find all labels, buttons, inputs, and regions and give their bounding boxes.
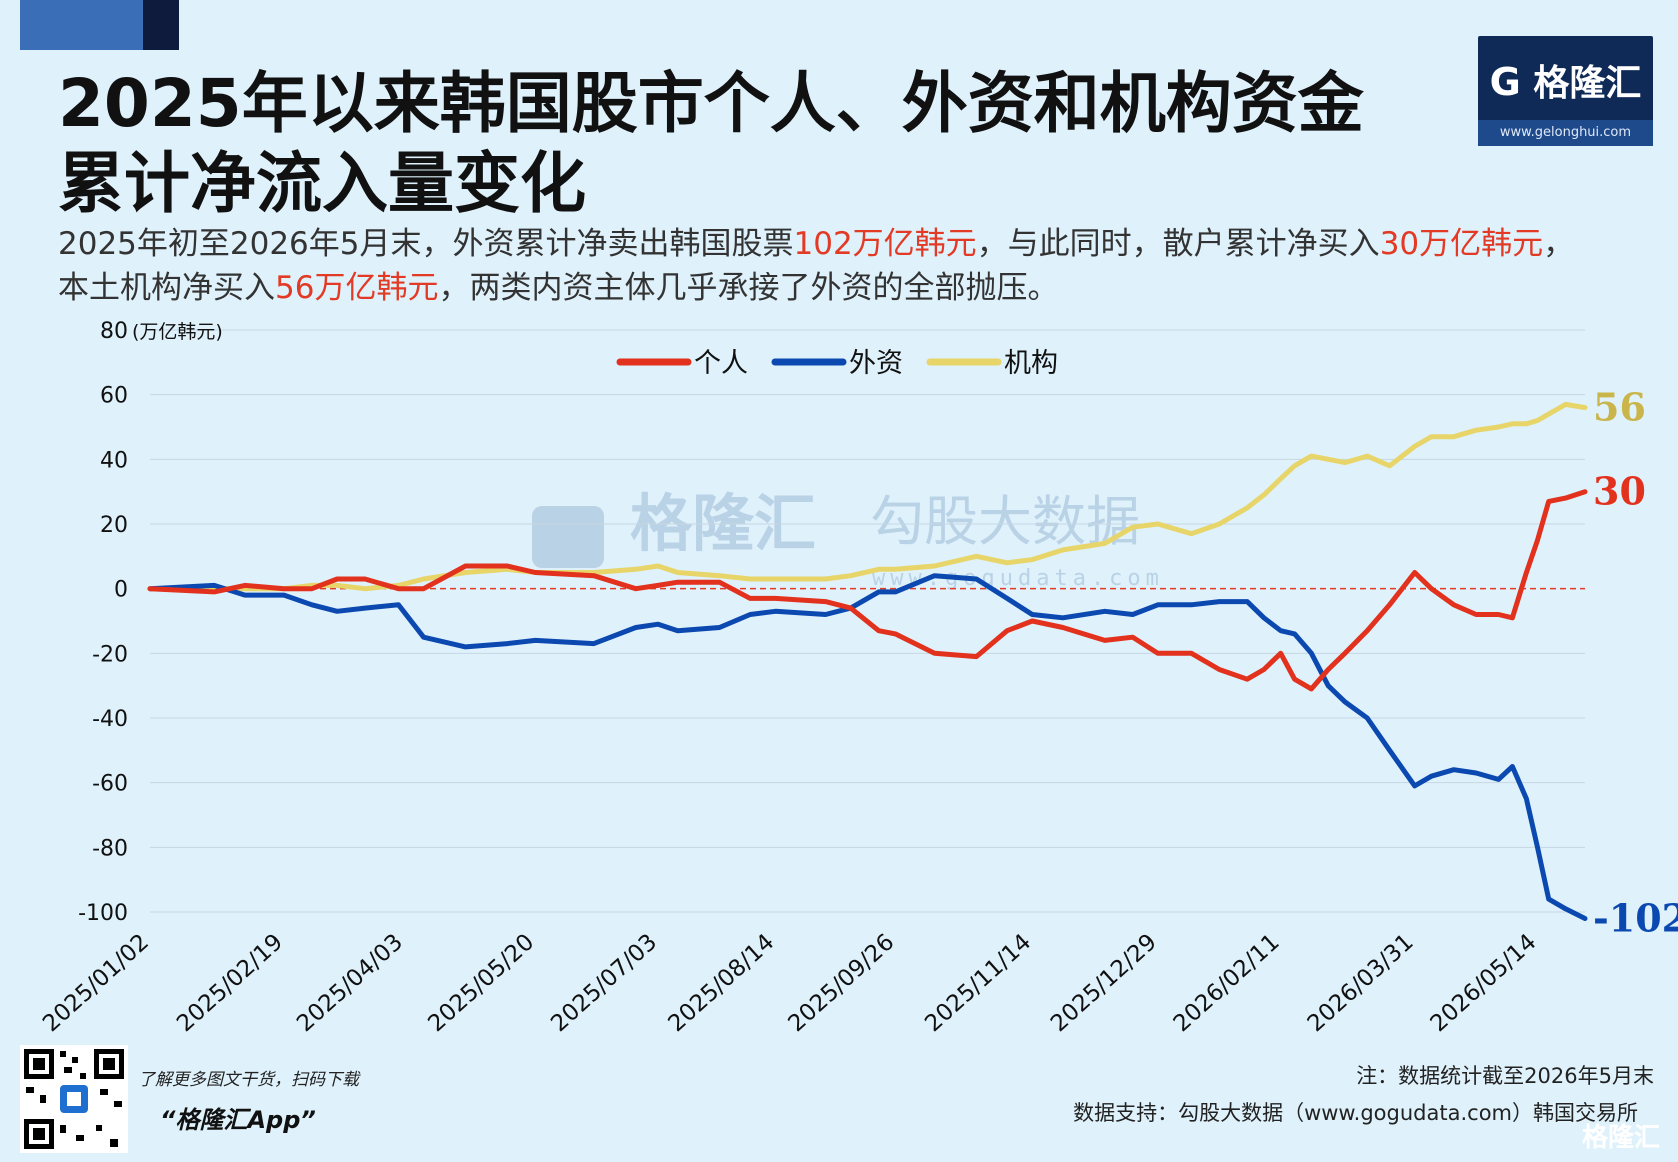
qr-code bbox=[20, 1045, 128, 1153]
legend-label: 机构 bbox=[1004, 348, 1058, 379]
header-accent-bar bbox=[20, 0, 143, 50]
x-tick-label: 2025/09/26 bbox=[784, 929, 900, 1037]
brand-logo-text: G 格隆汇 bbox=[1489, 60, 1642, 104]
end-label-机构: 56 bbox=[1593, 385, 1646, 430]
corner-watermark: 格隆汇 bbox=[1581, 1123, 1660, 1153]
promo-line-2: “格隆汇App” bbox=[160, 1106, 316, 1134]
brand-logo-url: www.gelonghui.com bbox=[1478, 120, 1653, 146]
qr-code-graphic bbox=[24, 1049, 124, 1149]
x-tick-label: 2025/08/14 bbox=[663, 929, 779, 1037]
y-tick-label: 40 bbox=[100, 448, 128, 473]
y-tick-label: -60 bbox=[92, 772, 128, 797]
line-chart: 格隆汇 勾股大数据www.gogudata.com806040200-20-40-… bbox=[38, 319, 1678, 1037]
y-tick-label: 20 bbox=[100, 513, 128, 538]
watermark-site-url: www.gogudata.com bbox=[872, 566, 1164, 591]
series-line-个人 bbox=[147, 489, 1588, 692]
title-line-1: 2025年以来韩国股市个人、外资和机构资金 bbox=[58, 65, 1364, 142]
x-tick-label: 2025/07/03 bbox=[546, 929, 662, 1037]
legend-label: 个人 bbox=[694, 348, 748, 379]
y-tick-label: -80 bbox=[92, 836, 128, 861]
subtitle-part: ，两类内资主体几乎承接了外资的全部抛压。 bbox=[438, 270, 1059, 306]
x-tick-label: 2025/11/14 bbox=[920, 929, 1036, 1037]
title-line-2: 累计净流入量变化 bbox=[58, 145, 586, 222]
y-tick-label: -40 bbox=[92, 707, 128, 732]
brand-logo: G 格隆汇 www.gelonghui.com bbox=[1478, 36, 1653, 146]
x-tick-label: 2025/12/29 bbox=[1046, 929, 1162, 1037]
subtitle-highlight-foreign: 102万亿韩元 bbox=[793, 226, 977, 262]
watermark-logo-mark bbox=[532, 506, 604, 568]
y-tick-label: 60 bbox=[100, 384, 128, 409]
y-tick-label: 80 bbox=[100, 319, 128, 344]
subtitle: 2025年初至2026年5月末，外资累计净卖出韩国股票102万亿韩元，与此同时，… bbox=[58, 222, 1648, 310]
subtitle-part: ， bbox=[1543, 226, 1575, 262]
y-tick-label: -100 bbox=[78, 901, 128, 926]
page-title: 2025年以来韩国股市个人、外资和机构资金 累计净流入量变化 bbox=[58, 64, 1418, 224]
subtitle-highlight-institution: 56万亿韩元 bbox=[275, 270, 439, 306]
header-accent-bar-dark bbox=[143, 0, 179, 50]
subtitle-part: 2025年初至2026年5月末，外资累计净卖出韩国股票 bbox=[58, 226, 794, 262]
legend-label: 外资 bbox=[849, 348, 903, 379]
x-tick-label: 2025/01/02 bbox=[38, 929, 154, 1037]
promo-line-1: 了解更多图文干货，扫码下载 bbox=[138, 1070, 359, 1090]
series-line-机构 bbox=[147, 401, 1588, 592]
series-line-外资 bbox=[147, 573, 1588, 921]
footer-source: 数据支持：勾股大数据（www.gogudata.com）韩国交易所 bbox=[1073, 1101, 1638, 1125]
end-label-外资: -102 bbox=[1593, 895, 1678, 940]
footer-note: 注：数据统计截至2026年5月末 bbox=[1356, 1064, 1654, 1088]
x-tick-label: 2026/05/14 bbox=[1426, 929, 1542, 1037]
x-tick-label: 2025/05/20 bbox=[423, 929, 539, 1037]
y-tick-label: 0 bbox=[114, 578, 128, 603]
x-tick-label: 2025/04/03 bbox=[292, 929, 408, 1037]
end-label-个人: 30 bbox=[1593, 469, 1646, 514]
subtitle-part: 本土机构净买入 bbox=[58, 270, 275, 306]
y-axis-unit: (万亿韩元) bbox=[132, 321, 223, 343]
subtitle-highlight-individual: 30万亿韩元 bbox=[1379, 226, 1544, 262]
subtitle-part: ，与此同时，散户累计净买入 bbox=[976, 226, 1380, 262]
x-tick-label: 2026/03/31 bbox=[1303, 929, 1419, 1037]
y-tick-label: -20 bbox=[92, 642, 128, 667]
x-tick-label: 2026/02/11 bbox=[1169, 929, 1285, 1037]
x-tick-label: 2025/02/19 bbox=[172, 929, 288, 1037]
